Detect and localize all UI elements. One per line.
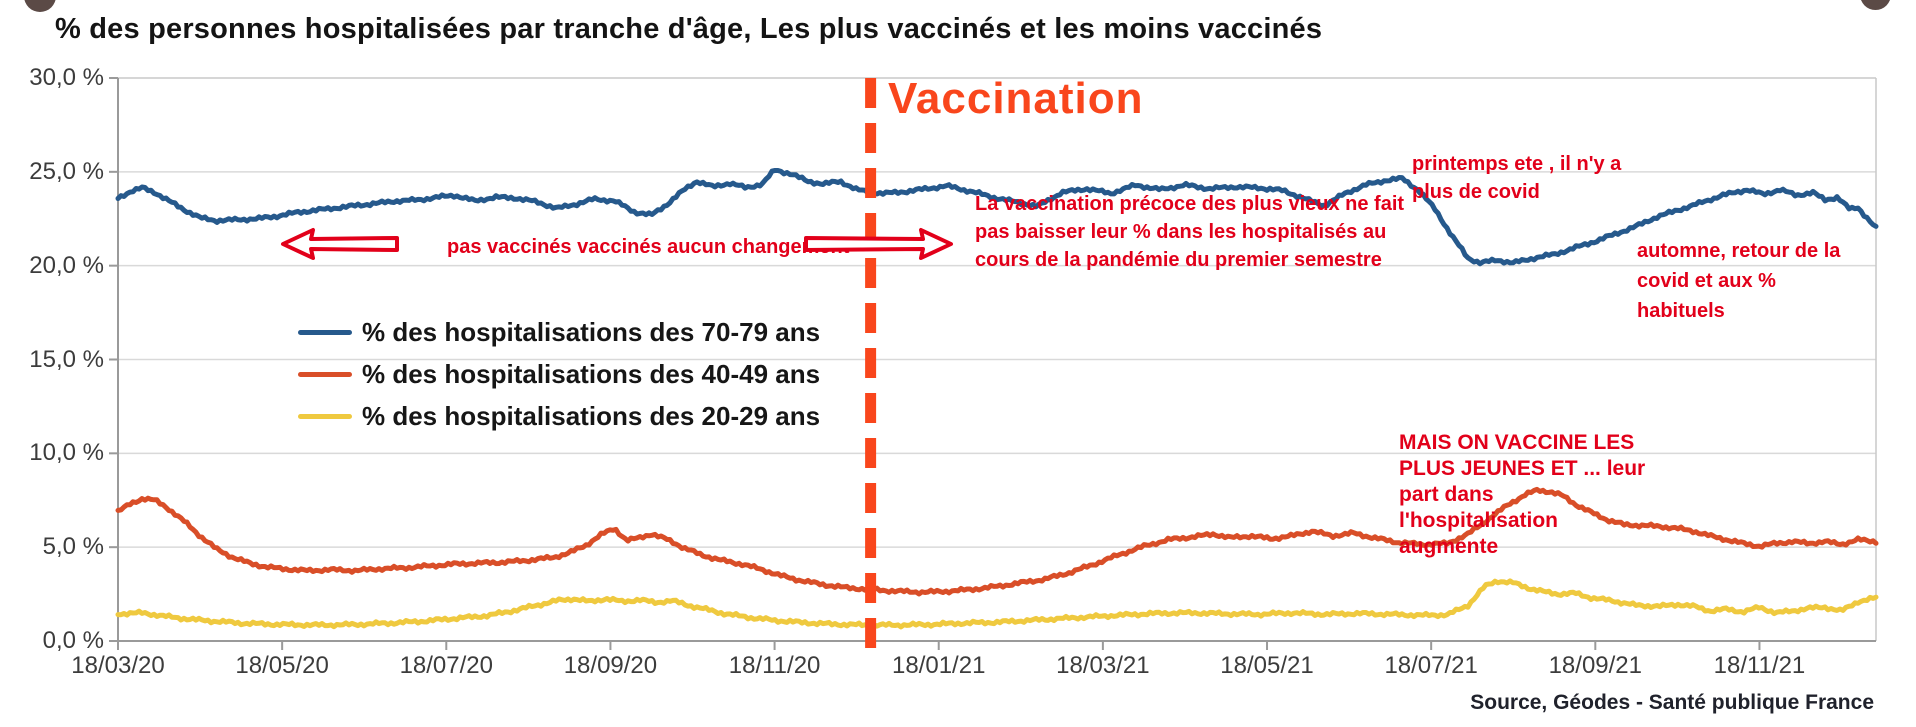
y-tick-label: 0,0 % bbox=[42, 627, 104, 654]
y-tick-label: 5,0 % bbox=[42, 533, 104, 561]
x-tick-label: 18/07/21 bbox=[1384, 652, 1478, 679]
x-tick-label: 18/05/21 bbox=[1220, 652, 1314, 679]
source-credit: Source, Géodes - Santé publique France bbox=[1470, 691, 1874, 714]
x-tick-label: 18/11/21 bbox=[1713, 652, 1806, 679]
legend-swatch-40-49 bbox=[298, 371, 352, 377]
x-tick-label: 18/03/20 bbox=[71, 652, 165, 679]
series-line-0 bbox=[115, 168, 1879, 267]
y-tick-label: 10,0 % bbox=[29, 439, 104, 467]
series-line-2 bbox=[115, 578, 1879, 630]
legend-swatch-70-79 bbox=[298, 329, 352, 335]
legend-label-70-79: % des hospitalisations des 70-79 ans bbox=[362, 316, 821, 347]
x-tick-label: 18/03/21 bbox=[1056, 652, 1150, 679]
x-tick-label: 18/09/21 bbox=[1548, 652, 1642, 679]
series-line-1 bbox=[115, 486, 1879, 597]
y-tick-label: 15,0 % bbox=[29, 345, 104, 373]
annotation-spring-summer: printemps ete , il n'y a plus de covid bbox=[1412, 153, 1622, 203]
legend-label-20-29: % des hospitalisations des 20-29 ans bbox=[362, 400, 821, 431]
annotation-autumn: automne, retour de la covid et aux % hab… bbox=[1637, 240, 1841, 322]
chart-legend: % des hospitalisations des 70-79 ans % d… bbox=[298, 311, 820, 437]
legend-swatch-20-29 bbox=[298, 413, 352, 419]
x-tick-label: 18/07/20 bbox=[399, 652, 493, 679]
top-left-bullet-icon bbox=[24, 0, 56, 12]
x-tick-label: 18/09/20 bbox=[563, 652, 658, 679]
chart-title: % des personnes hospitalisées par tranch… bbox=[55, 13, 1323, 45]
legend-item-40-49: % des hospitalisations des 40-49 ans bbox=[298, 353, 820, 395]
x-tick-label: 18/05/20 bbox=[235, 652, 329, 679]
x-tick-label: 18/11/20 bbox=[728, 652, 821, 679]
y-tick-label: 20,0 % bbox=[29, 251, 104, 279]
legend-item-70-79: % des hospitalisations des 70-79 ans bbox=[298, 311, 820, 353]
annotation-young-vaccinated: MAIS ON VACCINE LES PLUS JEUNES ET ... l… bbox=[1399, 431, 1646, 558]
y-tick-label: 30,0 % bbox=[29, 64, 104, 91]
legend-label-40-49: % des hospitalisations des 40-49 ans bbox=[362, 358, 821, 389]
annotation-early-vaccination: La vaccination précoce des plus vieux ne… bbox=[975, 193, 1405, 271]
annotation-no-change: pas vaccinés vaccinés aucun changement bbox=[447, 236, 850, 258]
legend-item-20-29: % des hospitalisations des 20-29 ans bbox=[298, 395, 820, 437]
vaccination-label: Vaccination bbox=[888, 74, 1144, 123]
y-tick-label: 25,0 % bbox=[29, 157, 104, 185]
top-right-bullet-icon bbox=[1860, 0, 1891, 10]
x-tick-label: 18/01/21 bbox=[892, 652, 986, 679]
